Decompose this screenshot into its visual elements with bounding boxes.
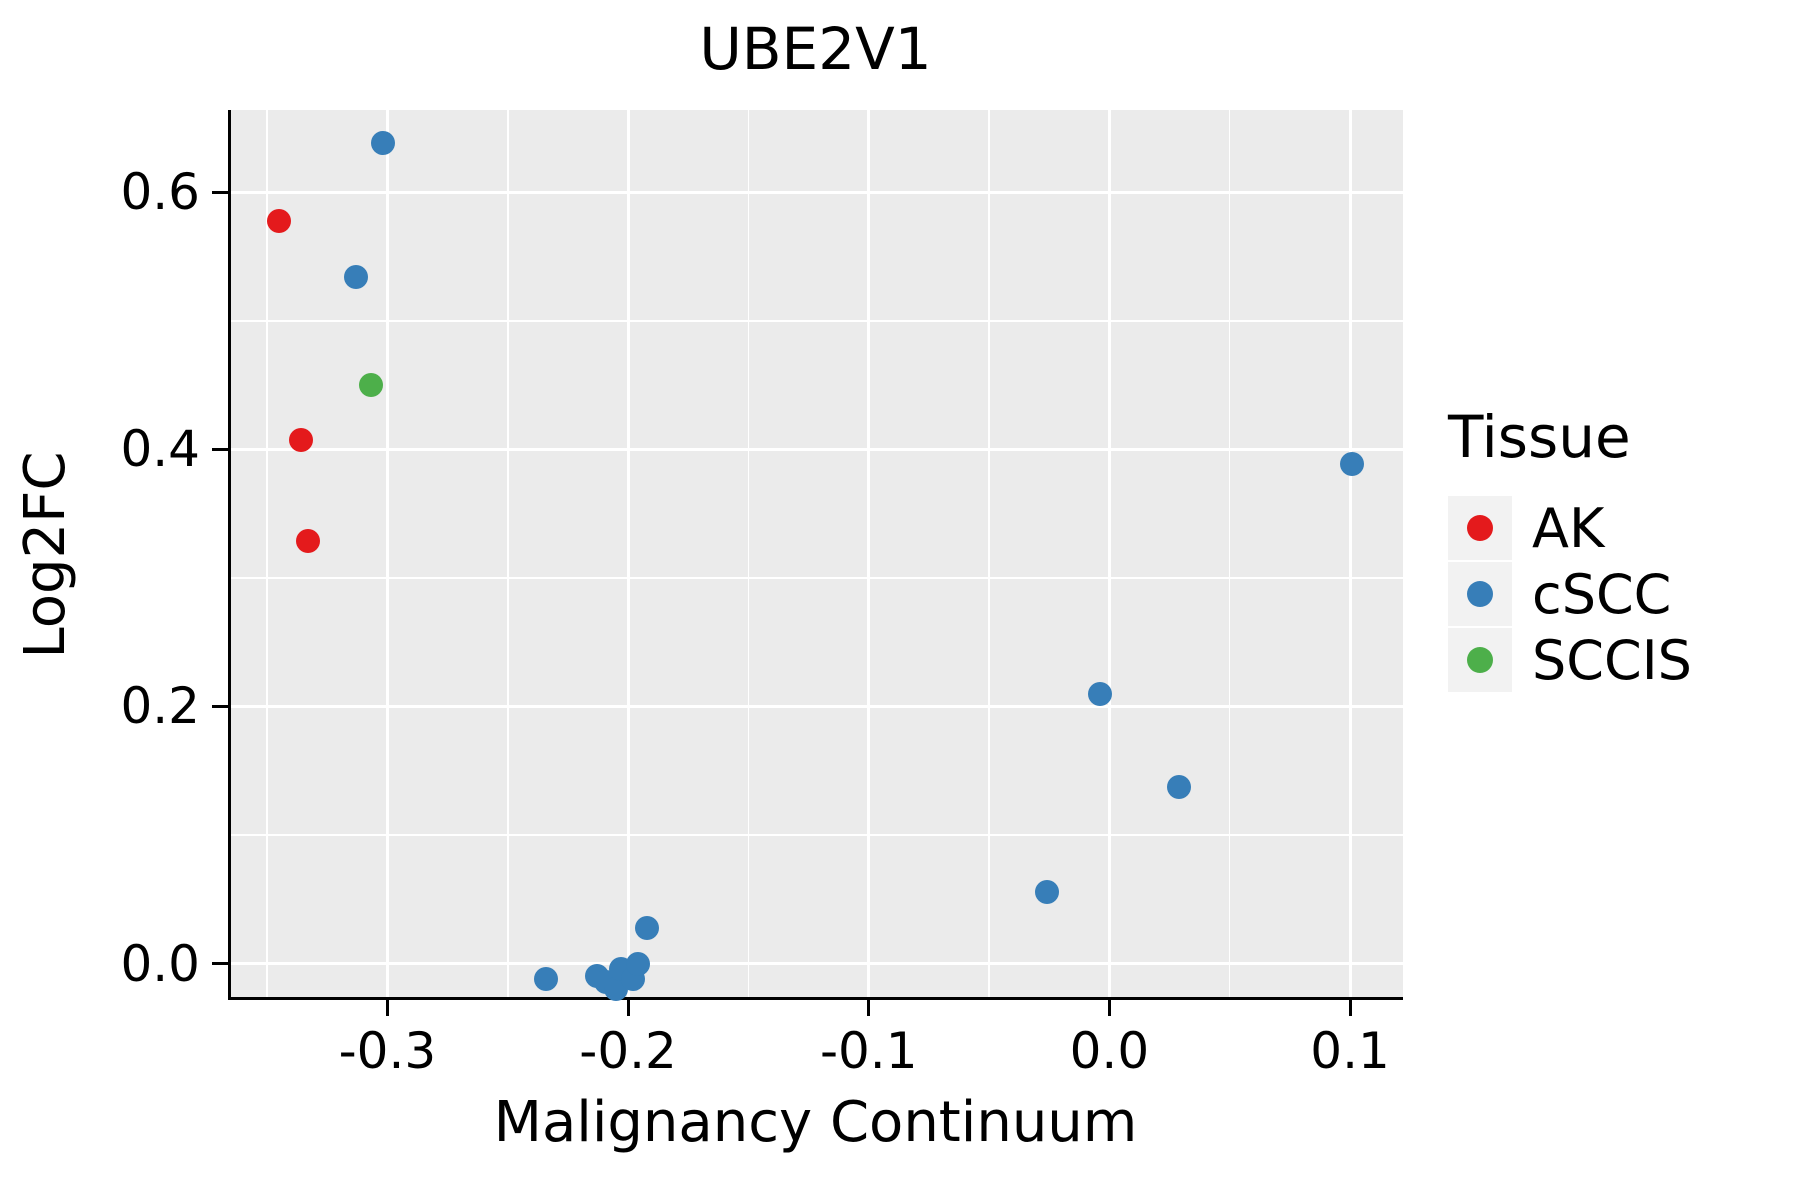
legend-dot-icon [1467,515,1493,541]
minor-gridline-y [231,834,1403,836]
x-tick-label: 0.0 [1069,1022,1150,1080]
minor-gridline-y [231,577,1403,579]
major-gridline-x [1348,110,1352,997]
y-tick-label: 0.6 [120,163,200,222]
minor-gridline-x [1228,110,1231,997]
y-tick-mark [212,190,228,194]
legend-title: Tissue [1448,403,1631,471]
y-tick-label: 0.2 [120,677,200,736]
plot-panel [228,110,1403,1002]
legend-dot-icon [1467,647,1493,673]
data-point-cSCC [1087,681,1112,706]
legend-key [1448,562,1512,626]
data-point-cSCC [1167,775,1192,800]
x-tick-label: -0.1 [819,1022,918,1080]
major-gridline-x [867,110,871,997]
legend-item-AK: AK [1448,495,1692,561]
major-gridline-x [385,110,389,997]
legend-key [1448,628,1512,692]
data-point-cSCC [1034,879,1059,904]
x-tick-mark [867,1000,871,1016]
legend: Tissue AK cSCC SCCIS [1448,405,1692,693]
legend-item-cSCC: cSCC [1448,561,1692,627]
y-tick-label: 0.0 [120,934,200,993]
legend-dot-icon [1467,581,1493,607]
major-gridline-y [231,704,1403,708]
data-point-cSCC [1340,451,1365,476]
legend-key [1448,496,1512,560]
minor-gridline-x [507,110,509,997]
data-point-AK [296,528,320,553]
x-tick-mark [626,1000,630,1016]
minor-gridline-y [231,320,1403,322]
legend-item-SCCIS: SCCIS [1448,627,1692,693]
legend-label: cSCC [1532,562,1672,626]
y-tick-mark [212,704,228,708]
legend-label: SCCIS [1532,628,1692,692]
x-tick-mark [1348,1000,1352,1016]
data-point-cSCC [370,131,395,156]
y-tick-mark [212,962,228,966]
minor-gridline-x [747,110,750,997]
y-tick-mark [212,447,228,451]
x-tick-label: -0.3 [338,1022,437,1080]
major-gridline-y [231,962,1403,966]
x-tick-label: -0.2 [579,1022,677,1080]
data-point-AK [288,428,313,453]
x-tick-mark [1107,1000,1111,1016]
major-gridline-y [231,190,1403,194]
y-tick-label: 0.4 [120,420,200,479]
x-tick-mark [385,1000,389,1016]
x-tick-label: 0.1 [1310,1022,1390,1080]
data-point-cSCC [534,967,559,991]
major-gridline-x [1107,110,1111,997]
major-gridline-y [231,447,1403,451]
major-gridline-x [626,110,630,997]
minor-gridline-x [266,110,268,997]
data-point-AK [267,208,292,233]
data-point-cSCC [344,265,369,290]
data-point-cSCC [625,951,650,976]
minor-gridline-x [988,110,990,997]
x-axis-label: Malignancy Continuum [493,1090,1138,1155]
data-point-cSCC [635,915,660,940]
data-point-SCCIS [358,373,383,398]
legend-items: AK cSCC SCCIS [1448,495,1692,693]
chart-title: UBE2V1 [699,15,932,83]
legend-label: AK [1532,496,1605,560]
